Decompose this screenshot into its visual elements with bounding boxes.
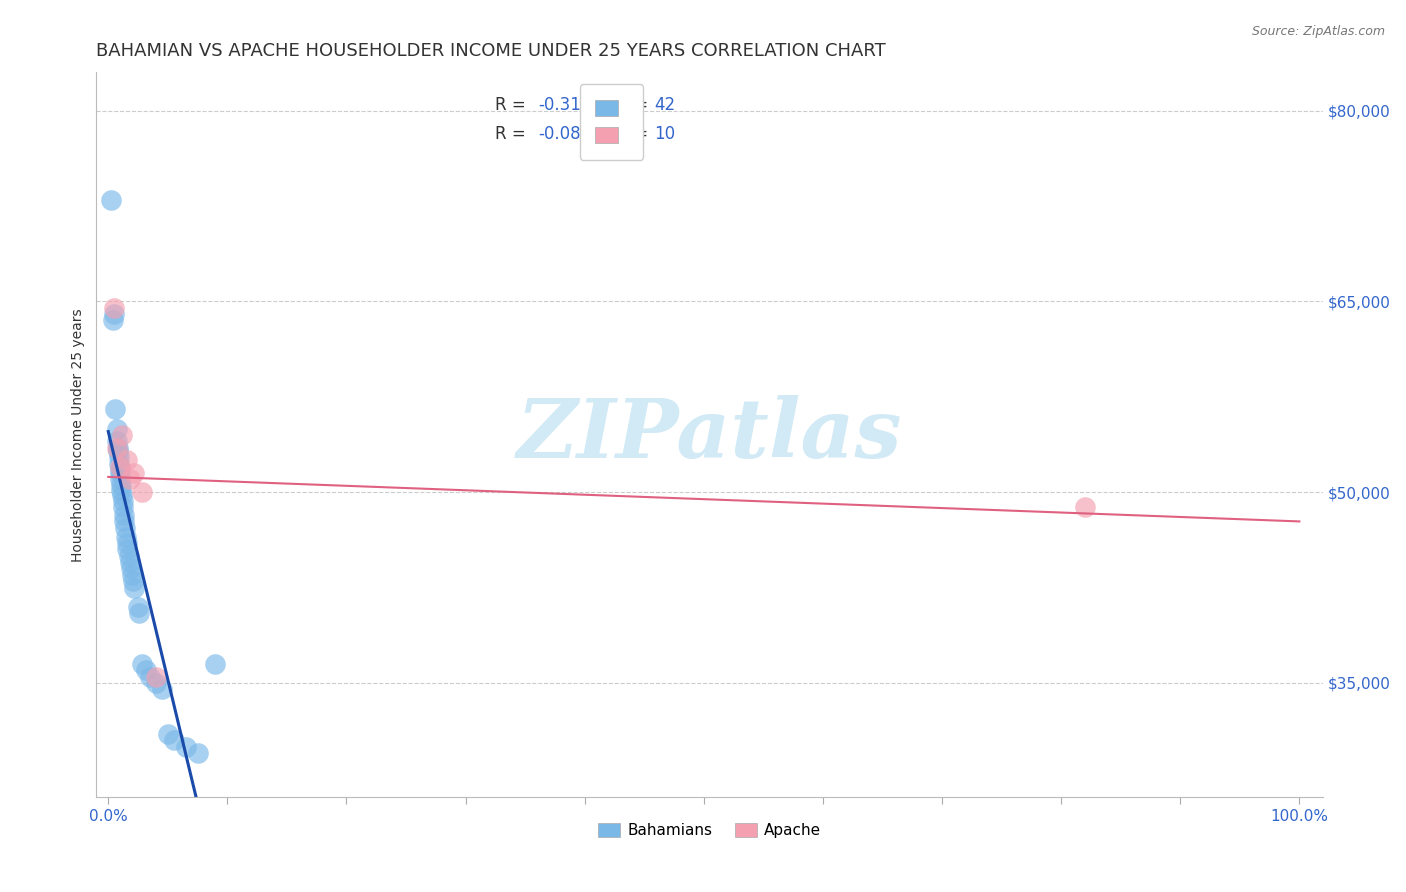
Point <box>114 521 136 535</box>
Point <box>112 508 135 522</box>
Y-axis label: Householder Income Under 25 years: Householder Income Under 25 years <box>72 308 86 562</box>
Text: N =: N = <box>606 96 652 114</box>
Point <box>117 453 139 467</box>
Point <box>121 567 143 582</box>
Point <box>108 459 131 474</box>
Point <box>118 473 141 487</box>
Point <box>110 483 132 497</box>
Point <box>117 549 139 563</box>
Point <box>111 494 134 508</box>
Point <box>105 441 128 455</box>
Point <box>107 441 129 455</box>
Point <box>111 500 134 515</box>
Point <box>128 606 150 620</box>
Text: -0.310: -0.310 <box>538 96 592 114</box>
Point <box>115 530 138 544</box>
Legend: Bahamians, Apache: Bahamians, Apache <box>592 817 828 844</box>
Point <box>100 193 122 207</box>
Point <box>131 485 153 500</box>
Point <box>108 466 131 480</box>
Point <box>118 555 141 569</box>
Point <box>117 542 139 557</box>
Point <box>145 670 167 684</box>
Point <box>122 574 145 589</box>
Point <box>139 670 162 684</box>
Point <box>127 599 149 614</box>
Text: ZIPatlas: ZIPatlas <box>517 395 903 475</box>
Point <box>112 515 135 529</box>
Point <box>115 536 138 550</box>
Point <box>110 488 132 502</box>
Point <box>1074 500 1097 515</box>
Point <box>103 301 125 315</box>
Point <box>124 466 146 480</box>
Point <box>145 676 167 690</box>
Point <box>107 444 129 458</box>
Point <box>108 473 131 487</box>
Point <box>135 663 157 677</box>
Text: 42: 42 <box>655 96 676 114</box>
Text: -0.088: -0.088 <box>538 125 591 143</box>
Point <box>156 727 179 741</box>
Text: Source: ZipAtlas.com: Source: ZipAtlas.com <box>1251 25 1385 38</box>
Text: 10: 10 <box>655 125 676 143</box>
Point <box>105 434 128 449</box>
Point <box>163 733 186 747</box>
Point <box>204 657 226 671</box>
Point <box>108 450 131 464</box>
Text: R =: R = <box>495 125 531 143</box>
Point <box>174 739 197 754</box>
Point <box>187 746 209 760</box>
Point <box>124 581 146 595</box>
Point <box>101 313 124 327</box>
Point <box>108 457 131 471</box>
Text: N =: N = <box>606 125 652 143</box>
Point <box>105 421 128 435</box>
Point <box>150 682 173 697</box>
Point <box>110 477 132 491</box>
Point <box>104 402 127 417</box>
Point <box>131 657 153 671</box>
Point <box>108 462 131 476</box>
Point <box>111 428 134 442</box>
Point <box>103 307 125 321</box>
Point <box>120 561 142 575</box>
Text: R =: R = <box>495 96 531 114</box>
Text: BAHAMIAN VS APACHE HOUSEHOLDER INCOME UNDER 25 YEARS CORRELATION CHART: BAHAMIAN VS APACHE HOUSEHOLDER INCOME UN… <box>97 42 886 60</box>
